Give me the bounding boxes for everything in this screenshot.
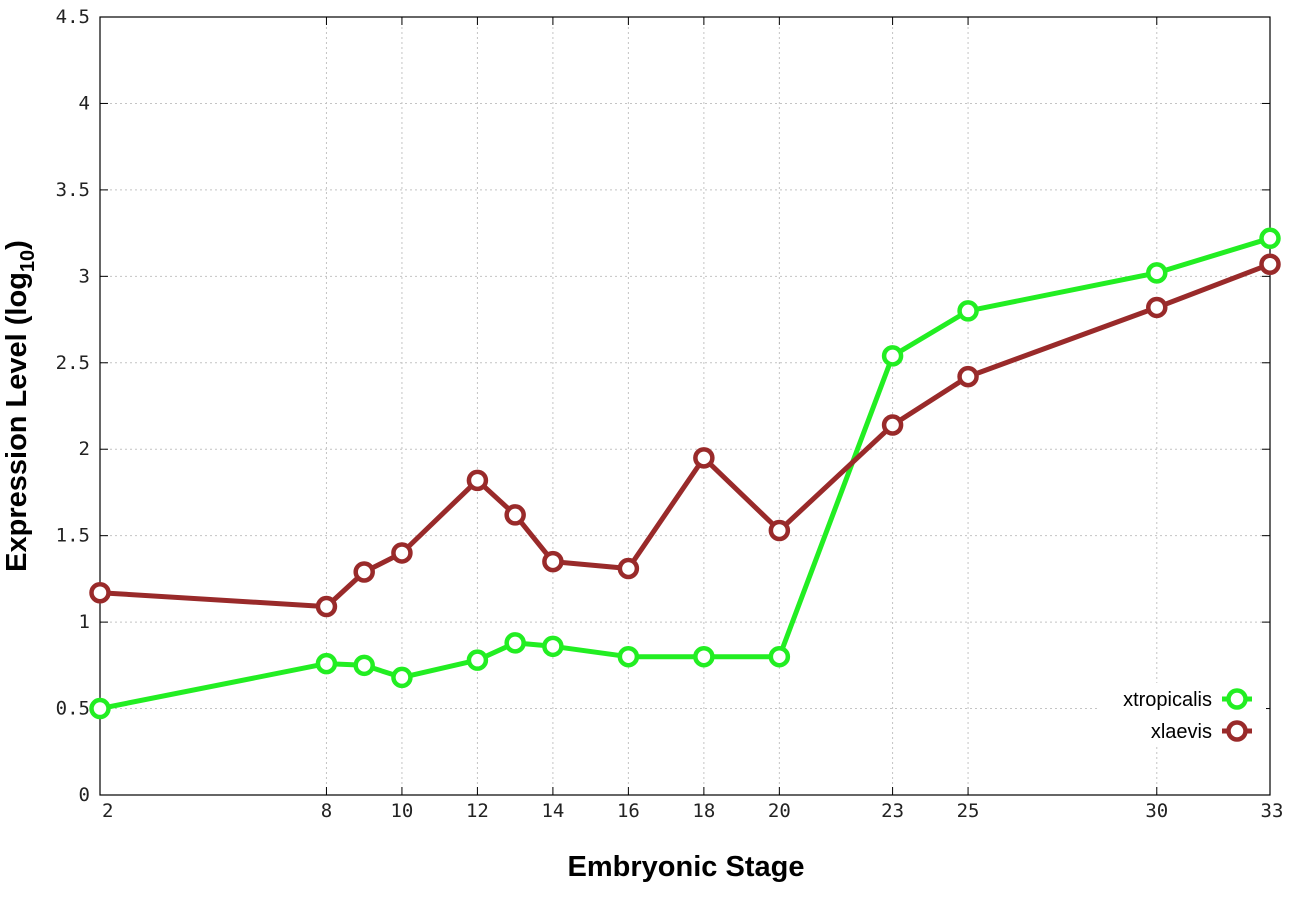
x-axis-ticks: 2 8 10 12 14 16 18 20 23 25 30 33	[99, 17, 1284, 822]
x-tick-label: 25	[957, 800, 980, 822]
y-axis-title-main: Expression Level (log	[1, 272, 33, 572]
x-tick-label: 33	[1261, 800, 1284, 822]
y-axis-title-close: )	[1, 240, 33, 250]
data-point-xtropicalis	[89, 697, 111, 720]
y-axis-title-subscript: 10	[17, 250, 39, 272]
legend: xtropicalis xlaevis	[1098, 683, 1266, 747]
data-point-xlaevis	[391, 542, 413, 564]
data-point-xtropicalis	[542, 635, 564, 658]
data-point-xlaevis	[768, 519, 791, 542]
y-tick-label: 3	[79, 265, 90, 287]
series-layer	[89, 227, 1281, 720]
data-point-xlaevis	[353, 561, 375, 583]
x-tick-label: 23	[881, 800, 904, 822]
data-point-xtropicalis	[768, 645, 791, 668]
data-point-xtropicalis	[391, 666, 413, 689]
data-point-xtropicalis	[617, 645, 640, 668]
x-tick-label: 30	[1145, 800, 1168, 822]
series-line-xtropicalis	[99, 235, 1271, 712]
y-tick-label: 0.5	[56, 698, 90, 720]
data-point-xtropicalis	[881, 345, 904, 367]
y-tick-label: 2.5	[56, 352, 90, 374]
data-point-xlaevis	[617, 557, 640, 580]
data-point-xlaevis	[1146, 296, 1168, 319]
data-point-xlaevis	[1259, 253, 1281, 275]
y-axis-ticks: 0 0.5 1 1.5 2 2.5 3 3.5 4 4.5	[56, 6, 1270, 806]
y-axis-title: Expression Level (log10)	[1, 240, 39, 572]
x-tick-label: 20	[768, 800, 791, 822]
data-point-xtropicalis	[693, 645, 715, 668]
data-point-xlaevis	[315, 595, 338, 618]
legend-label: xlaevis	[1151, 721, 1212, 743]
data-point-xlaevis	[693, 447, 715, 469]
y-tick-label: 1	[79, 611, 90, 633]
data-point-xlaevis	[89, 581, 111, 604]
x-tick-label: 10	[390, 800, 413, 822]
x-tick-label: 2	[102, 800, 113, 822]
x-tick-label: 12	[466, 800, 489, 822]
x-tick-label: 16	[617, 800, 640, 822]
data-point-xlaevis	[504, 504, 526, 526]
grid	[100, 17, 1270, 795]
x-axis-title: Embryonic Stage	[568, 851, 805, 883]
y-tick-label: 1.5	[56, 525, 90, 547]
x-tick-label: 14	[541, 800, 564, 822]
series-xlaevis	[89, 253, 1281, 618]
data-point-xtropicalis	[957, 300, 979, 322]
y-tick-label: 3.5	[56, 179, 90, 201]
data-point-xlaevis	[466, 469, 489, 492]
legend-label: xtropicalis	[1123, 689, 1212, 711]
data-point-xtropicalis	[504, 632, 526, 654]
data-point-xlaevis	[542, 550, 564, 573]
data-point-xlaevis	[881, 414, 904, 436]
series-line-xlaevis	[99, 261, 1271, 610]
y-tick-label: 2	[79, 438, 90, 460]
y-tick-label: 0	[79, 784, 90, 806]
data-point-xlaevis	[957, 365, 979, 388]
x-tick-label: 8	[321, 800, 332, 822]
data-point-xtropicalis	[1146, 262, 1168, 284]
data-point-xtropicalis	[466, 649, 489, 671]
series-xtropicalis	[89, 227, 1281, 720]
x-tick-label: 18	[692, 800, 715, 822]
legend-marker	[1226, 720, 1248, 742]
plot-frame	[99, 16, 1271, 796]
data-point-xtropicalis	[1259, 227, 1281, 250]
data-point-xtropicalis	[353, 654, 375, 677]
data-point-xtropicalis	[315, 652, 338, 675]
y-tick-label: 4.5	[56, 6, 90, 28]
legend-marker	[1226, 688, 1248, 710]
y-tick-label: 4	[79, 92, 90, 114]
